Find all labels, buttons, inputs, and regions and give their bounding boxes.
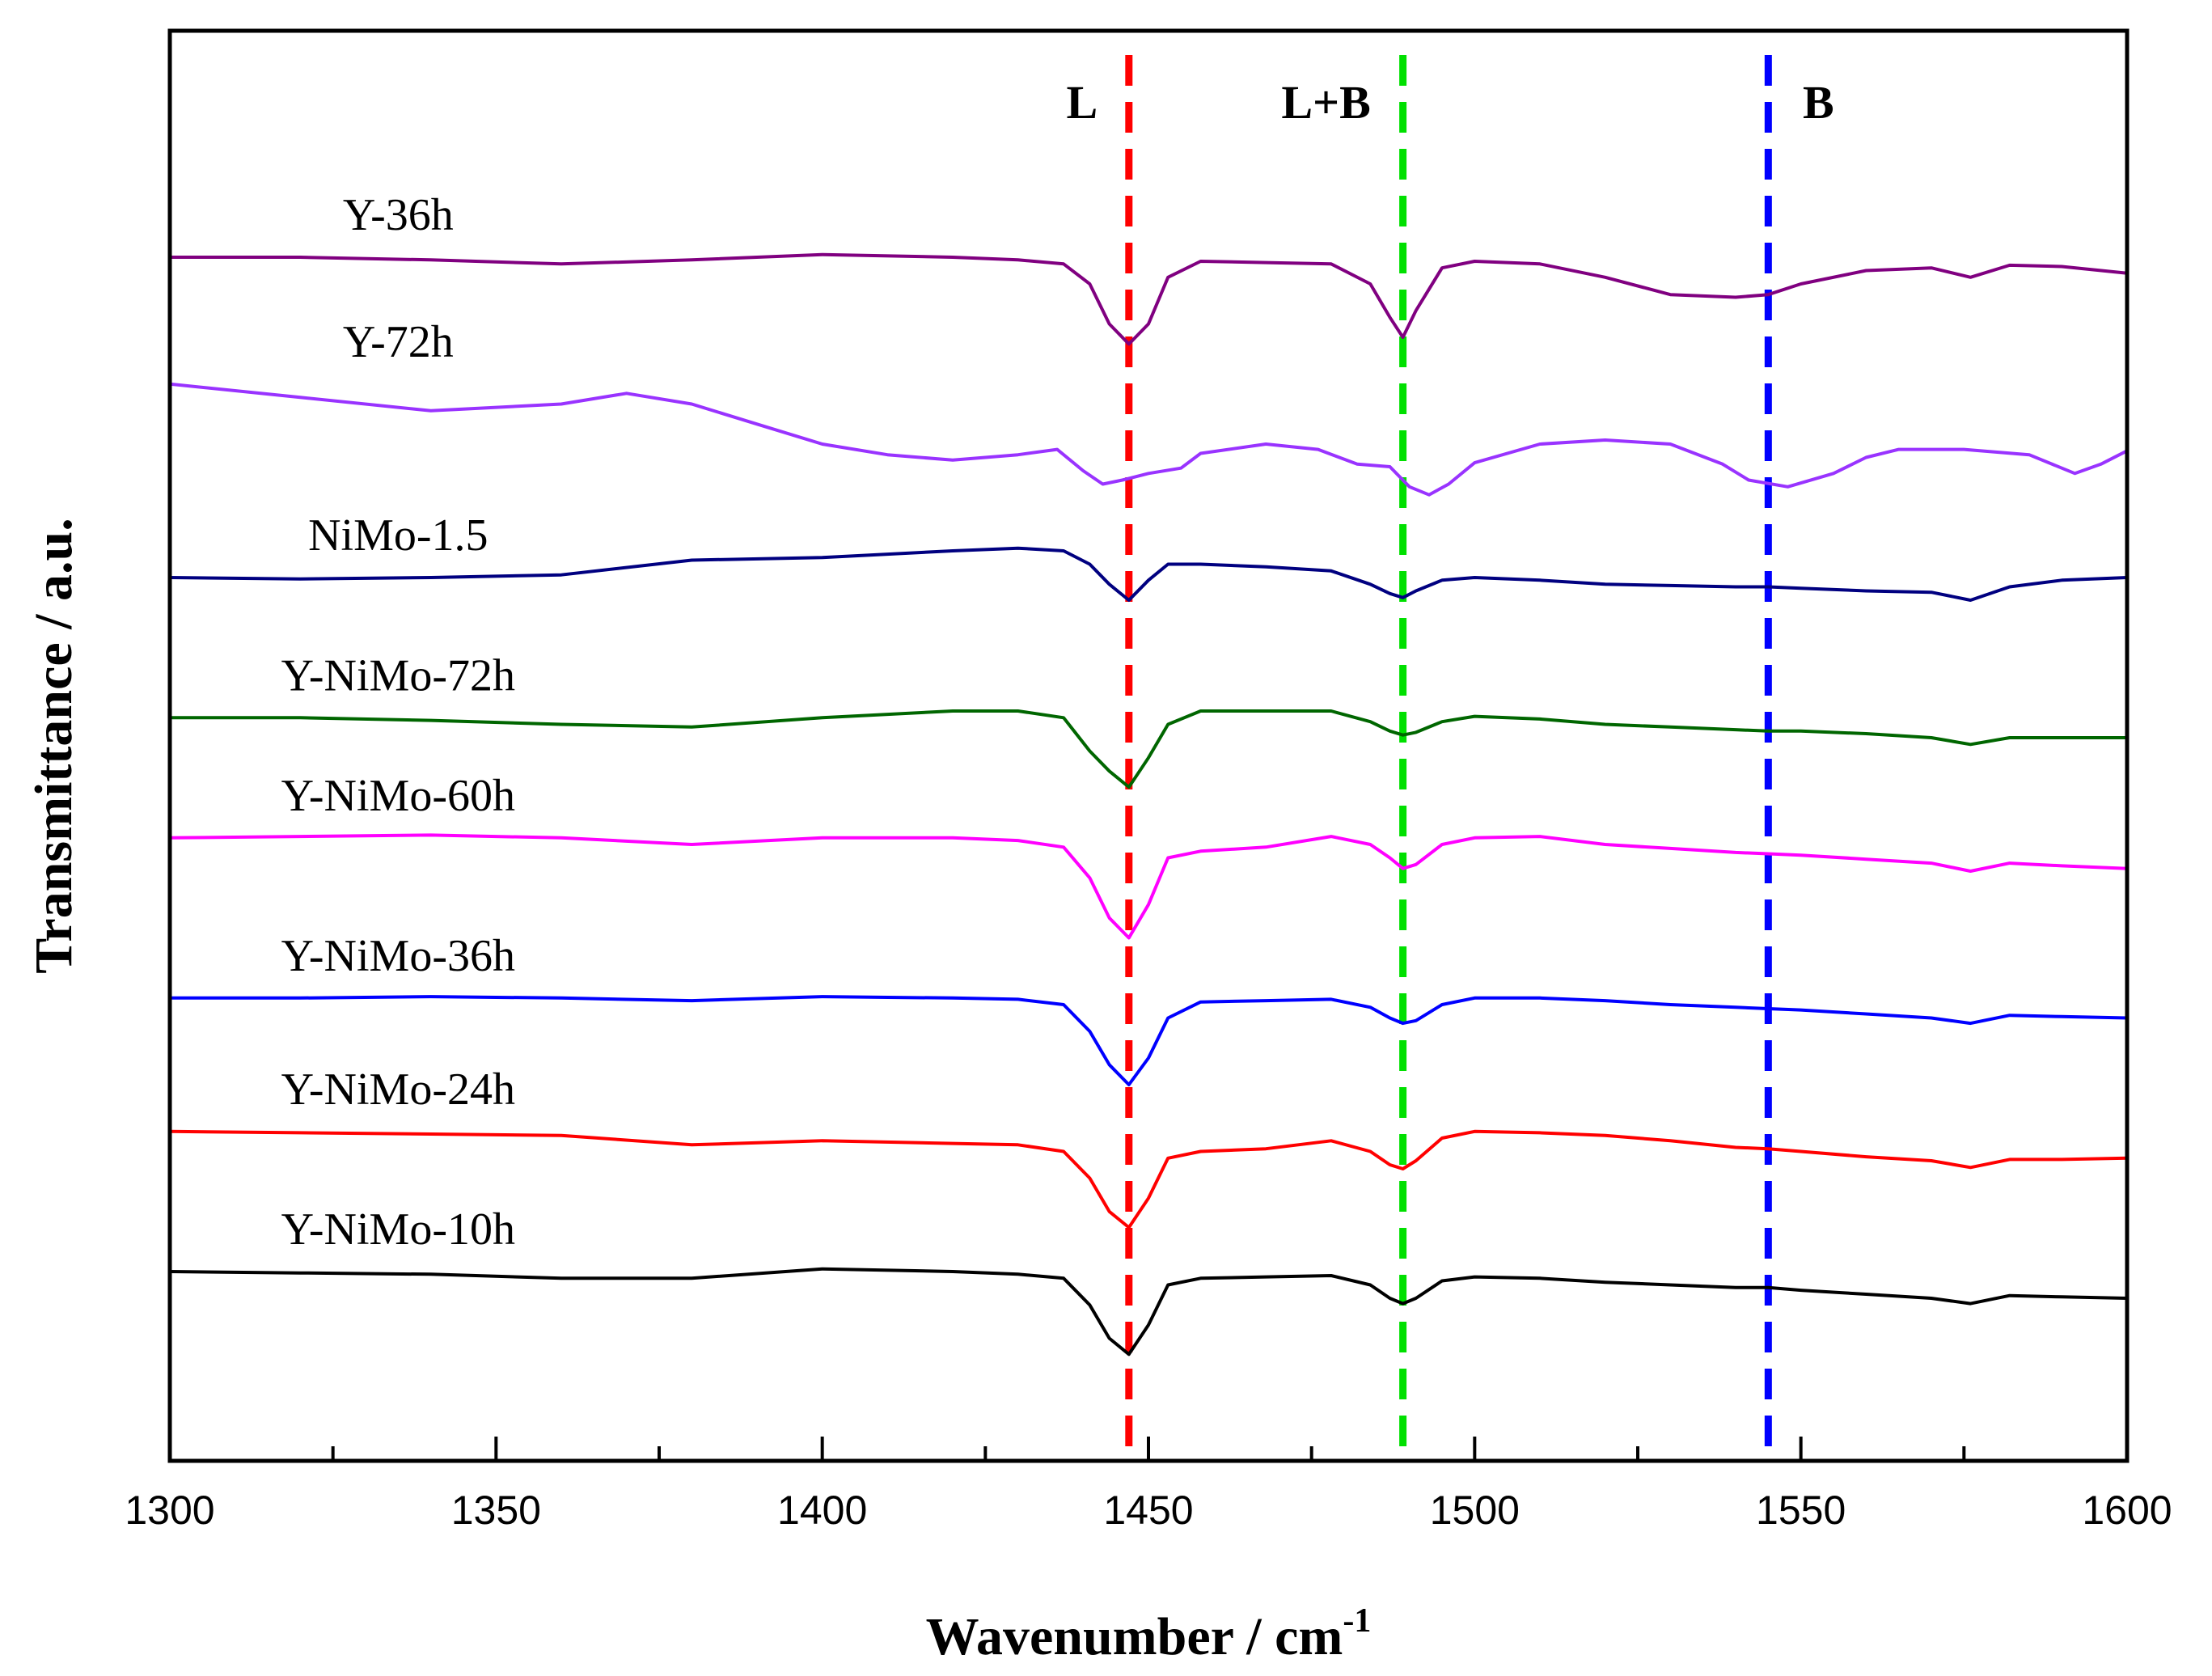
series-lines [169,252,2128,1356]
series-label-y-nimo-72h: Y-NiMo-72h [281,650,515,700]
x-tick-label-1550: 1550 [1756,1488,1846,1533]
band-label-b: B [1803,76,1834,129]
x-axis-title-text: Wavenumber / cm [926,1607,1343,1666]
series-label-y-nimo-60h: Y-NiMo-60h [281,771,515,821]
series-line-y-36h [170,252,2128,346]
series-line-nimo-1-5 [169,546,2128,602]
x-tick-label-1600: 1600 [2082,1488,2172,1533]
x-tick-label-1350: 1350 [451,1488,541,1533]
x-axis-ticks [168,1437,2129,1461]
band-label-l-b: L+B [1281,76,1370,129]
series-line-y-nimo-24h [169,1129,2128,1229]
x-tick-label-1450: 1450 [1103,1488,1193,1533]
series-label-y-36h: Y-36h [343,190,454,240]
y-axis-title: Transmittance / a.u. [24,518,83,973]
x-axis-tick-labels: 1300 1350 1400 1450 1500 1550 1600 [125,1488,2172,1533]
x-tick-label-1500: 1500 [1430,1488,1520,1533]
series-label-y-nimo-10h: Y-NiMo-10h [281,1204,515,1255]
x-axis-title-superscript: -1 [1343,1602,1371,1640]
series-line-y-nimo-10h [169,1267,2128,1356]
series-label-y-nimo-24h: Y-NiMo-24h [281,1064,515,1115]
band-labels: L L+B B [1066,76,1833,129]
band-label-l: L [1066,76,1098,129]
series-label-y-72h: Y-72h [343,317,454,367]
x-tick-label-1400: 1400 [777,1488,867,1533]
series-line-y-72h [169,382,2128,497]
series-label-nimo-1-5: NiMo-1.5 [308,510,488,561]
series-labels: Y-36h Y-72h NiMo-1.5 Y-NiMo-72h Y-NiMo-60h Y-… [281,190,515,1255]
x-tick-label-1300: 1300 [125,1488,214,1533]
x-axis-title: Wavenumber / cm-1 [926,1602,1372,1666]
series-line-y-nimo-60h [169,833,2128,940]
series-label-y-nimo-36h: Y-NiMo-36h [281,931,515,981]
series-line-y-nimo-36h [170,995,2128,1086]
series-line-y-nimo-72h [170,709,2127,789]
